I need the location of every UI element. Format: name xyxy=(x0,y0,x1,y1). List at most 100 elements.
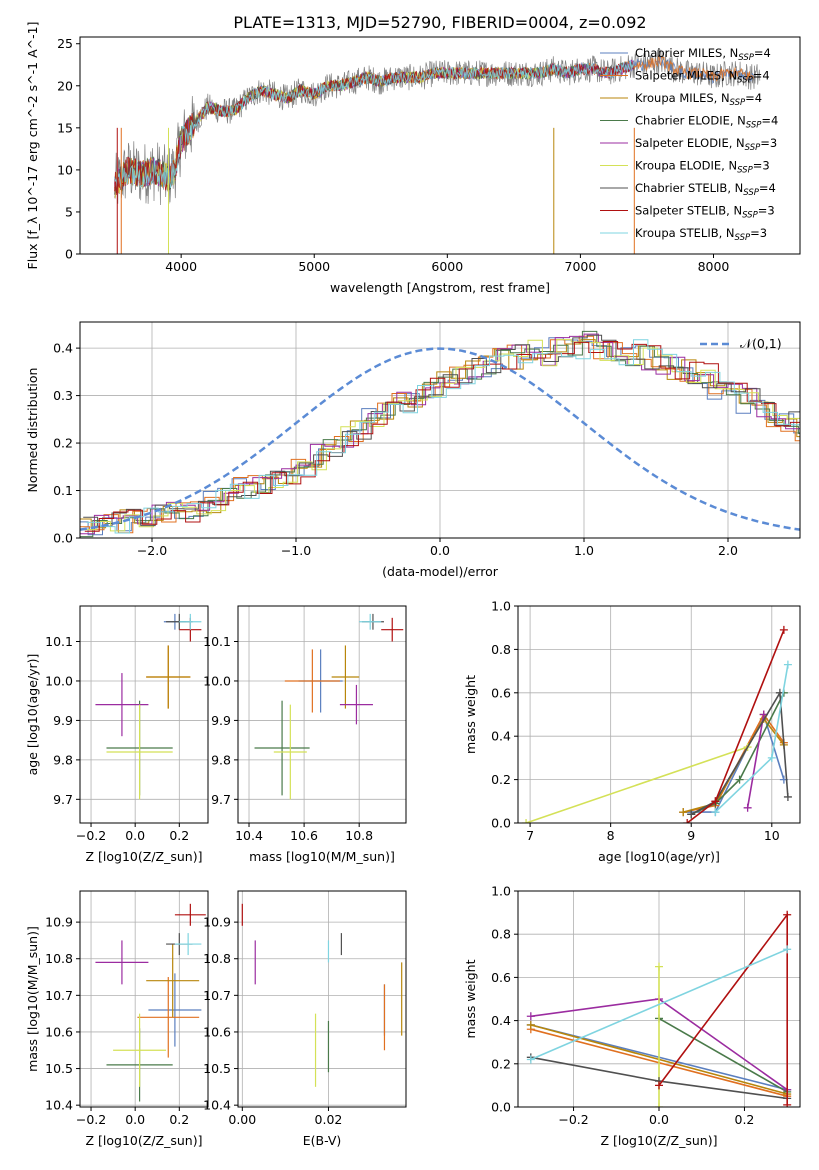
y-tick-label: 10.1 xyxy=(45,634,73,649)
y-tick-label: 0.4 xyxy=(491,1013,511,1028)
y-tick-label: 0.2 xyxy=(491,772,511,787)
legend-label: Chabrier MILES, NSSP=4 xyxy=(635,46,771,63)
y-tick-label: 0.6 xyxy=(491,970,511,985)
legend-label: 𝒩(0,1) xyxy=(740,336,782,351)
x-tick-label: 10.8 xyxy=(345,828,373,843)
y-axis-label: Flux [f_λ 10^-17 erg cm^-2 s^-1 A^-1] xyxy=(25,22,40,270)
axes-frame xyxy=(237,605,407,824)
y-tick-label: 10 xyxy=(57,162,73,177)
y-tick-label: 9.7 xyxy=(211,792,231,807)
y-tick-label: 10.7 xyxy=(45,988,73,1003)
plot-area xyxy=(518,606,800,823)
y-tick-label: 5 xyxy=(65,204,73,219)
axes-frame xyxy=(79,890,209,1108)
mass-weight-series-9 xyxy=(530,948,788,1061)
legend-label: Kroupa ELODIE, NSSP=3 xyxy=(635,159,770,176)
y-tick-label: 10.4 xyxy=(203,1098,231,1113)
mass-weight-series-4 xyxy=(690,692,785,816)
x-axis-label: Z [log10(Z/Z_sun)] xyxy=(601,1133,718,1148)
normal-curve xyxy=(80,347,800,531)
y-tick-label: 0.8 xyxy=(491,927,511,942)
x-tick-label: 5000 xyxy=(298,259,330,274)
y-tick-label: 25 xyxy=(57,36,73,51)
y-tick-label: 10.1 xyxy=(203,634,231,649)
y-axis-label: mass weight xyxy=(463,959,478,1038)
spectrum-legend: Chabrier MILES, NSSP=4 Salpeter MILES, NS… xyxy=(600,46,778,243)
x-axis-label: mass [log10(M/M_sun)] xyxy=(249,849,395,864)
y-tick-label: 10.4 xyxy=(45,1098,73,1113)
y-axis-label: age [log10(age/yr)] xyxy=(25,654,40,776)
x-tick-label: 0.0 xyxy=(430,543,450,558)
residual-histogram-4 xyxy=(80,330,800,538)
x-tick-label: 7 xyxy=(526,828,534,843)
y-tick-label: 0.2 xyxy=(53,436,73,451)
y-tick-label: 0.1 xyxy=(53,483,73,498)
residual-histogram-2 xyxy=(80,335,800,534)
x-axis-label: age [log10(age/yr)] xyxy=(598,849,720,864)
plot-area xyxy=(80,891,208,1107)
y-tick-label: 0.4 xyxy=(53,341,73,356)
axes-frame xyxy=(237,890,407,1108)
residual-histogram-8 xyxy=(84,341,800,532)
data-marker xyxy=(735,775,744,784)
x-tick-label: 10.4 xyxy=(235,828,263,843)
panel-6: −0.2 0.0 0.2 10.4 10.5 10.6 10.7 10.8 10.9 Z [log… xyxy=(25,890,209,1148)
data-marker xyxy=(683,819,692,823)
axes-frame xyxy=(79,605,209,824)
data-marker xyxy=(779,625,788,634)
x-tick-label: −0.2 xyxy=(558,1112,588,1127)
legend-label: Salpeter MILES, NSSP=4 xyxy=(635,69,770,86)
figure-title: PLATE=1313, MJD=52790, FIBERID=0004, z=0… xyxy=(233,13,646,32)
data-marker xyxy=(526,1012,535,1021)
x-tick-label: 0.2 xyxy=(169,828,189,843)
x-axis-label: E(B-V) xyxy=(303,1133,342,1148)
model-spectrum-9 xyxy=(114,60,634,189)
axes-frame xyxy=(517,890,801,1108)
data-marker xyxy=(526,1055,535,1064)
y-axis-label: mass weight xyxy=(463,675,478,754)
panel-5: 7 8 9 10 0.0 0.2 0.4 0.6 0.8 1.0 age [log10(age/yr… xyxy=(463,599,801,864)
y-tick-label: 0.3 xyxy=(53,388,73,403)
x-tick-label: 0.2 xyxy=(735,1112,755,1127)
x-tick-label: 7000 xyxy=(565,259,597,274)
legend-label: Kroupa STELIB, NSSP=3 xyxy=(635,226,767,243)
x-tick-label: 4000 xyxy=(165,259,197,274)
data-marker xyxy=(783,1100,792,1107)
x-tick-label: 0.02 xyxy=(315,1112,343,1127)
data-marker xyxy=(687,810,696,819)
x-tick-label: −0.2 xyxy=(76,1112,106,1127)
y-tick-label: 10.0 xyxy=(45,673,73,688)
plot-area xyxy=(238,891,406,1107)
y-tick-label: 0.2 xyxy=(491,1056,511,1071)
y-tick-label: 1.0 xyxy=(491,884,511,899)
x-tick-label: 2.0 xyxy=(718,543,738,558)
residual-histogram-7 xyxy=(83,334,800,527)
y-tick-label: 0.6 xyxy=(491,685,511,700)
y-tick-label: 10.6 xyxy=(203,1024,231,1039)
y-tick-label: 9.8 xyxy=(211,752,231,767)
legend-label: Chabrier STELIB, NSSP=4 xyxy=(635,181,776,198)
x-tick-label: 8000 xyxy=(698,259,730,274)
data-marker xyxy=(783,792,792,801)
x-tick-label: 9 xyxy=(687,828,695,843)
y-tick-label: 9.9 xyxy=(53,713,73,728)
y-tick-label: 10.9 xyxy=(45,915,73,930)
data-marker xyxy=(711,808,720,817)
data-marker xyxy=(711,797,720,806)
data-marker xyxy=(767,753,776,762)
x-axis-label: Z [log10(Z/Z_sun)] xyxy=(86,849,203,864)
residual-histogram-9 xyxy=(86,339,800,534)
residual-histogram-5 xyxy=(80,333,800,535)
x-axis-label: (data-model)/error xyxy=(382,564,499,579)
data-marker xyxy=(526,1020,535,1029)
x-axis-label: wavelength [Angstrom, rest frame] xyxy=(330,280,550,295)
y-tick-label: 0.0 xyxy=(491,1100,511,1115)
panel-1: 4000 5000 6000 7000 8000 0 5 10 15 20 25 wavelength… xyxy=(25,22,801,295)
legend-label: Salpeter STELIB, NSSP=3 xyxy=(635,204,775,221)
x-tick-label: −1.0 xyxy=(281,543,311,558)
y-tick-label: 10.8 xyxy=(45,951,73,966)
y-tick-label: 9.8 xyxy=(53,752,73,767)
data-marker xyxy=(655,1103,663,1107)
y-tick-label: 15 xyxy=(57,120,73,135)
